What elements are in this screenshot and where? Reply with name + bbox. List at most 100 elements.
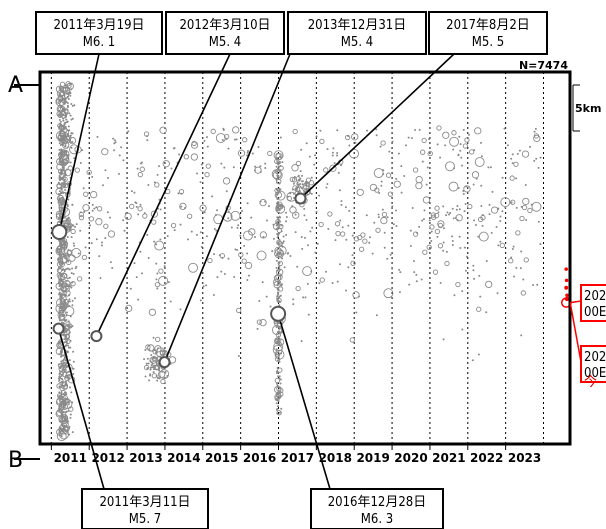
earthquake-point [365,214,368,217]
earthquake-point [70,286,73,289]
earthquake-point [71,224,74,227]
earthquake-point [351,133,359,141]
end-label-b: B [8,448,23,473]
earthquake-point [276,382,279,385]
earthquake-point [68,401,71,404]
earthquake-point [419,149,426,155]
earthquake-point [318,194,321,197]
earthquake-point [276,410,282,416]
earthquake-point [67,409,70,412]
earthquake-point [267,205,270,208]
earthquake-point [63,358,66,361]
earthquake-point [89,224,92,227]
recent-label-year: 202 [584,350,606,365]
earthquake-point [369,236,372,239]
earthquake-point [302,266,313,277]
earthquake-point [63,176,66,179]
earthquake-point [408,283,411,286]
earthquake-point [516,152,519,155]
earthquake-point [203,211,206,214]
earthquake-point [278,268,281,271]
earthquake-point [60,427,63,430]
x-tick-label: 2020 [394,451,427,465]
earthquake-point [445,214,448,217]
earthquake-point [124,212,132,221]
earthquake-point [58,171,61,174]
earthquake-point [154,240,165,251]
earthquake-point [70,391,73,394]
earthquake-point [100,241,103,244]
earthquake-point [145,362,148,365]
earthquake-point [274,158,280,165]
earthquake-point [276,269,279,272]
earthquake-point [62,243,65,246]
earthquake-point [416,231,419,234]
earthquake-point [66,401,69,404]
callout-leader [95,53,231,337]
earthquake-point [95,206,98,209]
earthquake-point [277,274,280,277]
earthquake-point [487,166,490,169]
earthquake-point [135,202,138,205]
x-tick-labels: 2011 2012 2013 2014 2015 2016 2017 2018 2019 2020… [54,451,542,465]
earthquake-point [412,260,415,263]
earthquake-point [409,229,412,232]
earthquake-point [490,231,493,234]
earthquake-point [66,338,69,341]
earthquake-point [82,204,90,212]
earthquake-point [439,156,442,159]
earthquake-point [318,221,324,228]
earthquake-point [148,379,151,382]
earthquake-point [467,203,473,210]
earthquake-point [69,144,80,155]
earthquake-point [67,403,70,406]
earthquake-point [289,206,297,214]
earthquake-point [65,314,68,317]
earthquake-point [59,372,62,375]
earthquake-point [491,190,494,193]
earthquake-point [223,273,226,276]
earthquake-point [64,420,67,423]
earthquake-point [499,215,502,218]
earthquake-point [533,159,536,162]
earthquake-point [71,247,82,258]
earthquake-point [155,347,166,358]
earthquake-point [215,133,226,143]
earthquake-point [109,216,112,219]
earthquake-point [299,185,302,188]
earthquake-point [156,379,159,382]
earthquake-point [163,265,166,268]
earthquake-point [485,280,493,289]
earthquake-point [532,284,535,287]
earthquake-point [71,267,74,270]
earthquake-point [266,219,269,222]
earthquake-point [277,335,280,338]
earthquake-point [292,185,298,191]
earthquake-point [481,224,484,227]
earthquake-point [68,276,71,279]
earthquake-point [90,242,93,245]
earthquake-point [414,129,417,132]
earthquake-point [65,344,68,347]
earthquake-point [64,178,67,181]
earthquake-point [68,225,71,228]
earthquake-point [477,353,480,356]
earthquake-point [216,276,219,279]
earthquake-point [58,309,61,312]
earthquake-point [276,161,279,164]
earthquake-point [60,333,63,336]
earthquake-point [277,341,280,344]
earthquake-point [455,281,461,288]
earthquake-point [69,94,72,97]
earthquake-point [152,336,155,339]
earthquake-point [347,224,350,227]
earthquake-point [151,373,157,379]
earthquake-point [66,104,69,107]
earthquake-point [452,217,455,220]
earthquake-point [458,235,461,238]
earthquake-point [480,205,483,208]
earthquake-point [351,254,354,257]
earthquake-point [233,138,236,141]
earthquake-point [336,154,339,157]
earthquake-point [84,246,87,249]
